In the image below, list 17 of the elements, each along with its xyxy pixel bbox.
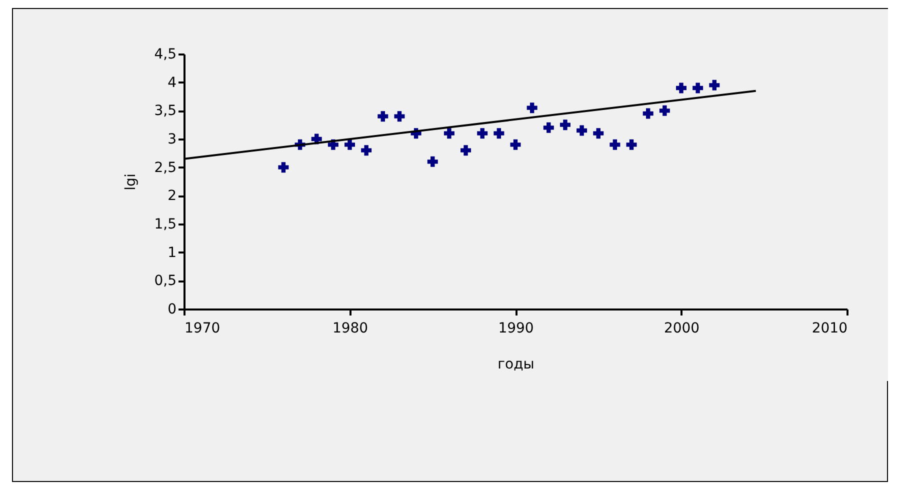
- x-tick-label: 2000: [664, 320, 700, 336]
- x-tick-label: 1970: [184, 320, 220, 336]
- y-tick-label: 4,5: [154, 46, 176, 62]
- x-axis-title: годы: [498, 356, 534, 372]
- y-tick-label: 4: [168, 74, 177, 91]
- y-axis-title: lgi: [123, 174, 140, 190]
- x-tick-label: 2010: [812, 320, 848, 336]
- y-tick-label: 3: [168, 132, 176, 148]
- y-tick-label: 2: [168, 188, 176, 204]
- y-tick-label: 2,5: [154, 160, 176, 176]
- y-tick-label: 3,5: [154, 103, 176, 120]
- y-tick-label: 1: [168, 244, 176, 261]
- y-tick-label: 0: [168, 302, 176, 318]
- y-tick-label: 0,5: [154, 273, 176, 290]
- x-tick-label: 1980: [332, 320, 368, 336]
- x-tick-label: 1990: [498, 320, 534, 336]
- y-tick-label: 1,5: [154, 216, 176, 232]
